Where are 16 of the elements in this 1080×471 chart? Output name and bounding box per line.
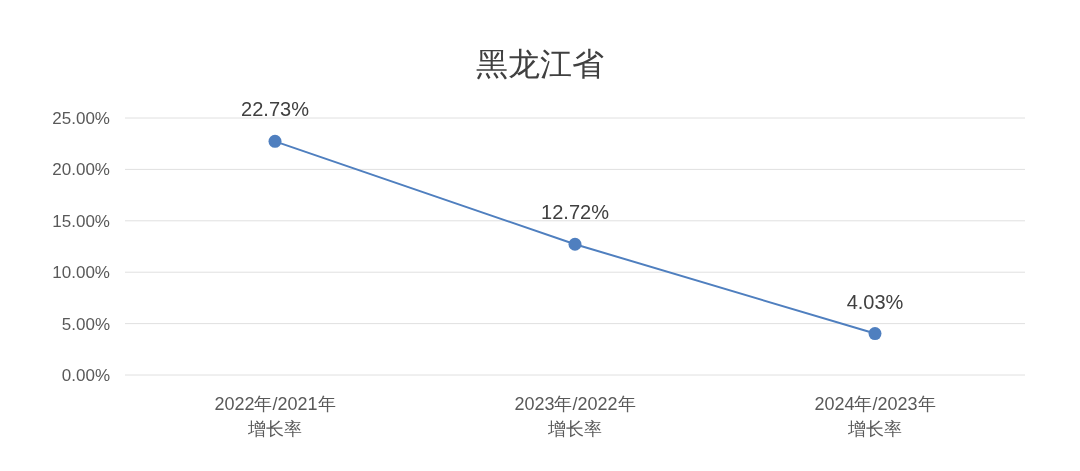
chart-title: 黑龙江省 (476, 46, 604, 82)
y-tick-label: 5.00% (61, 314, 110, 334)
point (268, 134, 282, 148)
x-tick-label: 2024年/2023年增长率 (814, 394, 936, 439)
y-tick-label: 20.00% (52, 160, 110, 180)
point (568, 237, 582, 251)
y-tick-label: 15.00% (52, 211, 110, 231)
data-label: 4.03% (846, 290, 904, 313)
y-tick-label: 25.00% (52, 109, 110, 128)
x-tick-label: 2023年/2022年增长率 (514, 394, 636, 439)
y-tick-label: 10.00% (52, 263, 110, 283)
point (868, 327, 882, 341)
data-label: 22.73% (241, 98, 310, 121)
x-tick-label: 2022年/2021年增长率 (214, 394, 336, 439)
y-tick-label: 0.00% (61, 366, 110, 385)
data-label: 12.72% (541, 201, 610, 224)
